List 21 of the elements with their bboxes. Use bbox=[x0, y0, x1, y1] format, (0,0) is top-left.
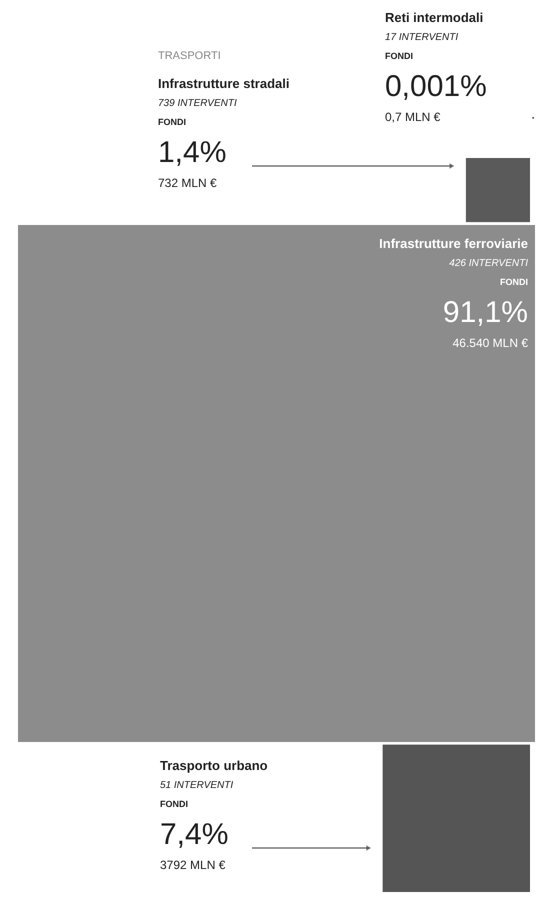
text: 3792 MLN € bbox=[160, 858, 226, 872]
text: FONDI bbox=[158, 117, 186, 127]
text: FONDI bbox=[500, 277, 528, 287]
data-label: 1,4% bbox=[158, 136, 226, 169]
text: 46.540 MLN € bbox=[452, 336, 528, 350]
category-label: Trasporto urbano bbox=[160, 758, 268, 773]
text: 51 INTERVENTI bbox=[160, 780, 234, 791]
category-label: Infrastrutture ferroviarie bbox=[379, 236, 528, 251]
text: FONDI bbox=[385, 51, 413, 61]
data-label: 91,1% bbox=[442, 296, 528, 329]
data-label: 0,001% bbox=[385, 70, 487, 103]
category-label: Reti intermodali bbox=[385, 10, 484, 25]
text: 0,7 MLN € bbox=[385, 110, 441, 124]
data-label: 7,4% bbox=[160, 818, 228, 851]
text: TRASPORTI bbox=[158, 50, 221, 62]
text: FONDI bbox=[160, 799, 188, 809]
category-label: Infrastrutture stradali bbox=[158, 76, 290, 91]
text: 739 INTERVENTI bbox=[158, 98, 237, 109]
text: 17 INTERVENTI bbox=[385, 32, 458, 43]
text: 426 INTERVENTI bbox=[449, 258, 528, 269]
text: 732 MLN € bbox=[158, 176, 218, 190]
